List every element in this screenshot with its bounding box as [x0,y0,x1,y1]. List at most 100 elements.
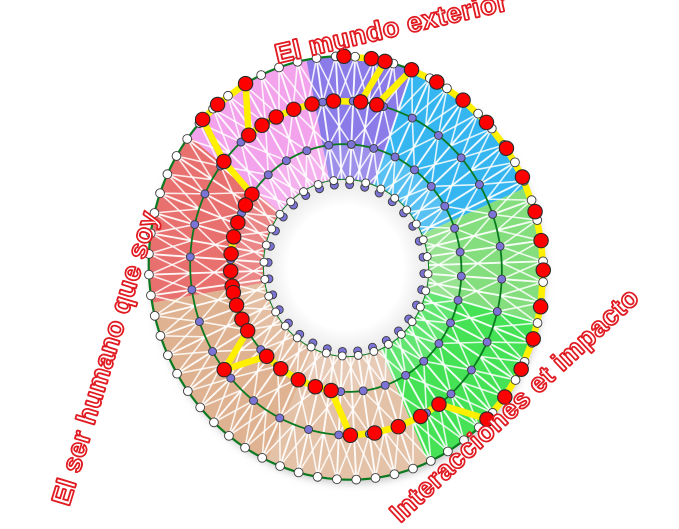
hole-grid-node [276,210,284,218]
hole-grid-node [403,206,411,214]
hole-grid-node [416,303,424,311]
outer-grid-node [276,462,285,471]
hole-grid-node [423,253,431,261]
outer-grid-node [444,447,453,456]
outer-grid-node [533,319,542,328]
highlight-node [378,54,392,68]
mesh-strut [160,336,205,337]
inner-grid-node [420,357,428,365]
highlight-node [515,170,529,184]
outer-grid-node [293,57,302,66]
hole-grid-node [262,241,270,249]
mesh-strut [487,199,532,200]
inner-grid-node [434,131,442,139]
inner-grid-node [335,431,343,439]
outer-grid-node [275,63,284,72]
highlight-node [536,263,550,277]
highlight-node [353,95,367,109]
hole-grid-node [287,198,295,206]
hole-grid-node [354,351,362,359]
highlight-node [240,324,254,338]
mesh-strut [160,193,205,194]
highlight-node [514,362,528,376]
highlight-node [413,409,427,423]
highlight-node [305,97,319,111]
hole-grid-node [300,188,308,196]
outer-grid-node [511,158,520,167]
hole-grid-node [272,308,280,316]
inner-grid-node [427,182,435,190]
highlight-node [498,390,512,404]
highlight-node [227,230,241,244]
inner-grid-node [493,307,501,315]
inner-grid-node [454,296,462,304]
outer-grid-node [443,84,452,93]
outer-grid-node [257,71,266,80]
hole-grid-node [261,275,269,283]
highlight-node [269,110,283,124]
outer-grid-node [351,52,360,61]
inner-grid-node [195,318,203,326]
inner-grid-node [489,210,497,218]
inner-grid-node [457,154,465,162]
highlight-node [404,63,418,77]
outer-grid-node [163,351,172,360]
inner-grid-node [435,340,443,348]
outer-grid-node [173,369,182,378]
outer-grid-node [146,229,155,238]
outer-grid-node [332,475,341,484]
highlight-node [343,428,357,442]
outer-grid-node [145,250,154,259]
highlight-node [326,94,340,108]
inner-grid-node [347,140,355,148]
inner-grid-node [370,144,378,152]
hole-grid-node [391,194,399,202]
outer-grid-node [183,387,192,396]
outer-grid-node [371,474,380,483]
highlight-node [456,93,470,107]
hole-grid-node [346,176,354,184]
inner-grid-node [276,414,284,422]
outer-grid-node [156,331,165,340]
inner-grid-node [451,224,459,232]
outer-grid-node [474,109,483,118]
highlight-node [337,49,351,63]
hole-grid-node [419,236,427,244]
outer-grid-node [147,291,156,300]
highlight-node [324,383,338,397]
highlight-node [260,349,274,363]
outer-grid-node [527,196,536,205]
inner-grid-node [402,371,410,379]
hole-grid-node [293,334,301,342]
inner-grid-node [456,248,464,256]
inner-grid-node [191,221,199,229]
outer-grid-node [196,403,205,412]
hole-grid-node [422,287,430,295]
outer-grid-node [460,436,469,445]
highlight-node [432,397,446,411]
highlight-node [308,380,322,394]
inner-grid-node [446,319,454,327]
outer-grid-node [511,376,520,385]
outer-grid-node [258,453,267,462]
mesh-strut [487,342,532,343]
highlight-node [274,362,288,376]
highlight-node [367,426,381,440]
outer-grid-node [352,475,361,484]
hole-grid-node [330,177,338,185]
hole-grid-node [281,322,289,330]
outer-grid-node [225,431,234,440]
highlight-node [480,412,494,426]
inner-grid-node [186,253,194,261]
inner-grid-node [496,242,504,250]
radial-donut-chart [0,0,679,513]
inner-grid-node [282,157,290,165]
highlight-node [528,204,542,218]
highlight-node [479,115,493,129]
highlight-node [242,128,256,142]
outer-grid-node [313,472,322,481]
inner-grid-node [201,190,209,198]
highlight-node [526,332,540,346]
outer-grid-node [150,209,159,218]
highlight-node [217,154,231,168]
